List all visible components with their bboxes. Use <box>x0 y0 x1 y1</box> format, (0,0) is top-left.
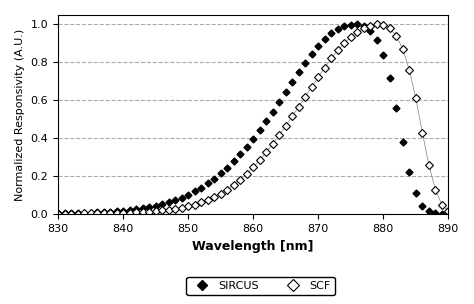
SCF <box>264 150 269 154</box>
SIRCUS <box>290 81 295 84</box>
SIRCUS <box>400 140 406 144</box>
SCF <box>374 23 380 26</box>
SCF <box>133 211 139 214</box>
Y-axis label: Normalized Responsivity (A.U.): Normalized Responsivity (A.U.) <box>15 29 25 201</box>
SIRCUS <box>355 23 360 26</box>
SCF <box>192 203 198 206</box>
X-axis label: Wavelength [nm]: Wavelength [nm] <box>192 240 314 253</box>
SCF <box>400 47 406 51</box>
SCF <box>55 212 61 216</box>
SCF <box>290 115 295 118</box>
Line: SIRCUS: SIRCUS <box>55 22 451 216</box>
SIRCUS <box>192 190 198 193</box>
SIRCUS <box>446 212 451 216</box>
SIRCUS <box>55 212 61 215</box>
Line: SCF: SCF <box>55 21 452 217</box>
SIRCUS <box>146 206 152 209</box>
SCF <box>146 210 152 213</box>
Legend: SIRCUS, SCF: SIRCUS, SCF <box>186 277 335 295</box>
SIRCUS <box>133 208 139 211</box>
SCF <box>446 209 451 213</box>
SIRCUS <box>264 119 269 123</box>
